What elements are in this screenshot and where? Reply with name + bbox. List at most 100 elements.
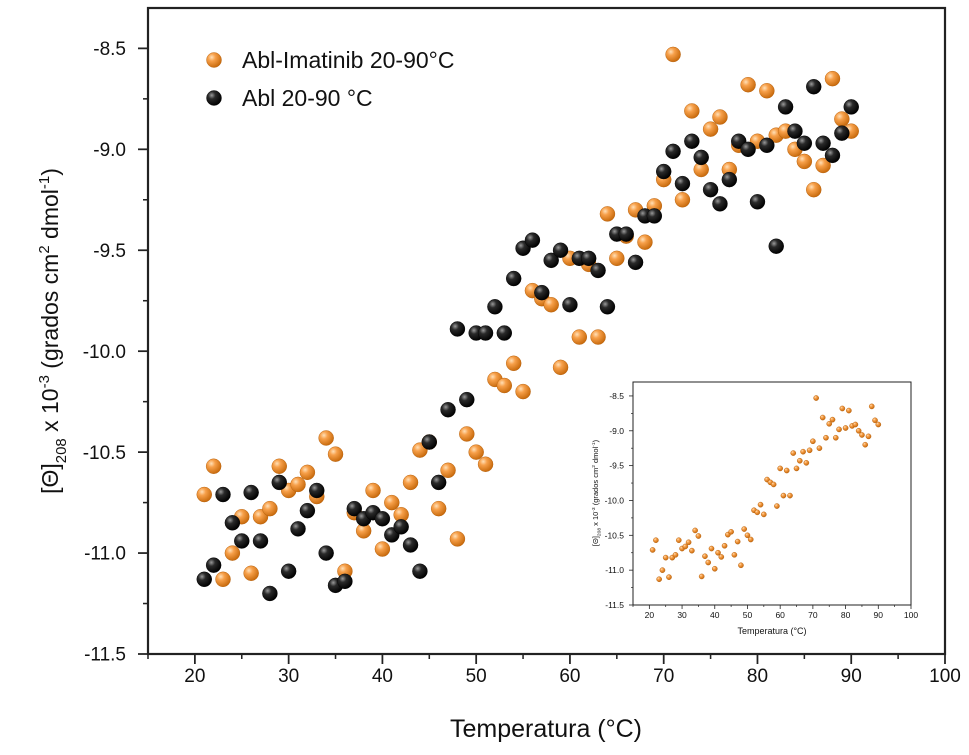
y-axis-title-units: dmol	[591, 446, 600, 465]
data-point	[412, 563, 428, 579]
data-point	[477, 456, 494, 472]
data-point	[675, 537, 682, 543]
data-point	[196, 571, 212, 588]
series-black	[196, 79, 859, 602]
y-axis-title-exponent: -3	[36, 375, 53, 388]
y-tick-label: -8.5	[93, 39, 126, 60]
data-point	[459, 391, 475, 408]
y-tick-label: -11.0	[605, 565, 624, 575]
data-point	[271, 458, 287, 474]
data-point	[440, 402, 456, 418]
data-point	[832, 434, 839, 441]
data-point	[728, 529, 734, 535]
data-point	[430, 474, 447, 491]
y-axis-title-symbol: [Θ]	[591, 536, 600, 546]
data-point	[496, 325, 513, 341]
data-point	[637, 234, 653, 250]
data-point	[290, 476, 306, 493]
x-tick-label: 60	[775, 610, 785, 620]
data-point	[684, 103, 700, 119]
data-point	[806, 79, 822, 95]
data-point	[402, 474, 419, 491]
y-tick-label: -10.0	[605, 495, 625, 505]
x-axis-title: Temperatura (°C)	[737, 626, 806, 636]
data-point	[796, 135, 813, 151]
data-point	[243, 484, 259, 501]
y-tick-label: -9.0	[609, 426, 624, 436]
y-axis-title-subscript: 208	[53, 438, 70, 463]
data-point	[374, 541, 391, 557]
x-tick-label: 70	[653, 666, 674, 687]
data-point	[747, 536, 754, 543]
data-point	[271, 474, 287, 491]
data-point	[505, 270, 522, 287]
data-point	[834, 125, 850, 141]
data-point	[290, 521, 306, 537]
data-point	[590, 329, 606, 345]
y-tick-label: -11.5	[605, 600, 624, 610]
y-axis-title-units-exponent: 2	[36, 245, 53, 253]
data-point	[721, 171, 738, 188]
data-point	[711, 565, 718, 572]
data-point	[449, 321, 466, 337]
data-point	[783, 467, 790, 474]
x-tick-label: 30	[677, 610, 687, 620]
main-plot: 20 30 40 50 60 70 80 90 100 -8.5 -9.0 -9.5 -10.0 -10.…	[36, 6, 961, 743]
y-axis-title-subscript: 208	[597, 528, 603, 536]
data-point	[708, 545, 715, 552]
data-point	[759, 83, 775, 99]
x-tick-label: 20	[645, 610, 655, 620]
data-point	[793, 465, 800, 472]
data-point	[252, 533, 269, 549]
y-tick-label: -8.5	[609, 391, 624, 401]
x-tick-label: 80	[747, 666, 768, 687]
data-point	[749, 194, 766, 210]
y-axis-title-units: (grados cm	[591, 468, 600, 508]
data-point	[741, 526, 748, 532]
data-point	[346, 500, 362, 517]
data-point	[662, 554, 669, 561]
data-point	[824, 147, 841, 164]
y-axis-title-units-exponent: 2	[591, 465, 597, 468]
data-point	[718, 554, 725, 560]
data-point	[698, 573, 705, 580]
data-point	[599, 206, 616, 222]
data-point	[524, 232, 541, 248]
data-point	[819, 414, 826, 421]
data-point	[224, 515, 241, 531]
data-point	[712, 109, 728, 125]
series-orange	[649, 395, 882, 583]
data-point	[674, 192, 691, 208]
legend-marker	[206, 90, 222, 106]
y-axis-title-units-exponent: -1	[36, 176, 53, 189]
data-point	[393, 519, 409, 535]
data-point	[834, 111, 850, 127]
data-point	[649, 547, 656, 553]
data-point	[665, 46, 681, 63]
data-point	[468, 444, 484, 460]
data-point	[731, 552, 738, 558]
y-tick-label: -9.5	[609, 461, 624, 471]
x-tick-label: 80	[841, 610, 851, 620]
data-point	[430, 500, 447, 517]
data-point	[810, 438, 816, 445]
y-tick-label: -11.0	[84, 544, 126, 565]
data-point	[721, 542, 728, 549]
data-point	[459, 426, 475, 442]
data-point	[659, 567, 666, 573]
y-axis-title: [Θ]208 x 10-3 (grados cm2 dmol-1)	[36, 168, 70, 494]
x-tick-label: 100	[904, 610, 918, 620]
data-point	[754, 509, 761, 516]
data-point	[562, 297, 578, 313]
data-point	[685, 539, 692, 546]
data-point	[580, 250, 597, 267]
data-point	[803, 460, 810, 466]
data-point	[477, 325, 494, 341]
data-point	[738, 562, 744, 569]
x-tick-label: 40	[372, 666, 393, 687]
data-point	[280, 563, 297, 579]
data-point	[656, 576, 662, 583]
data-point	[384, 494, 400, 511]
